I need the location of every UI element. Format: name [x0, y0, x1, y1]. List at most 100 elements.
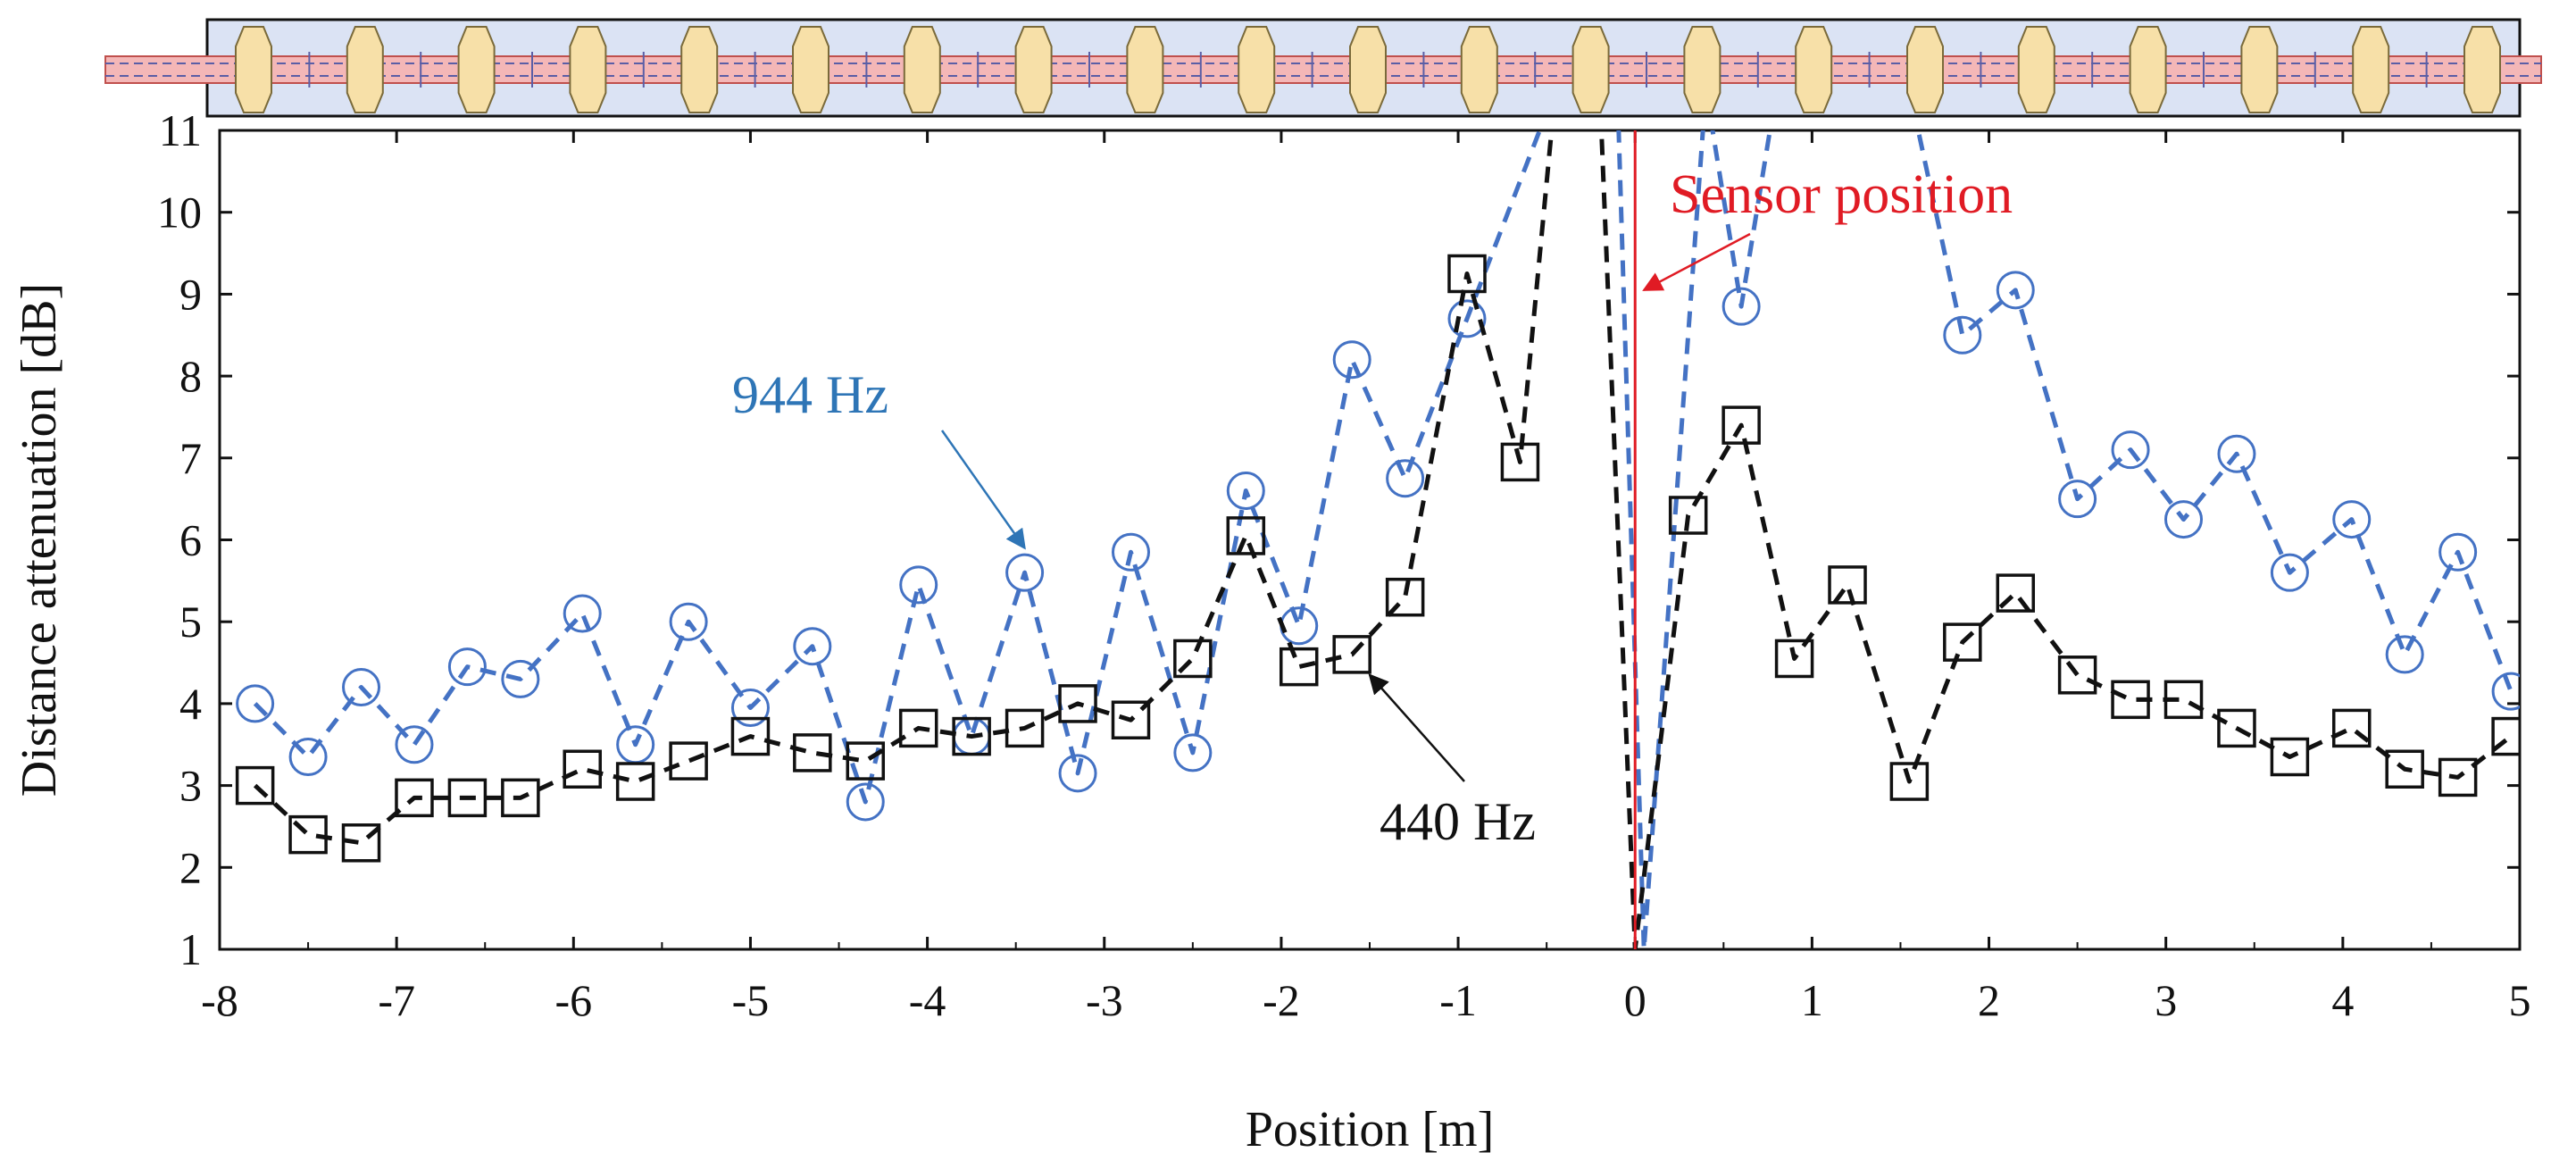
data-point — [2332, 708, 2372, 748]
data-point — [2057, 655, 2097, 695]
x-tick-label: 1 — [1801, 975, 1823, 1025]
annotation-440-hz: 440 Hz — [1368, 673, 1536, 851]
data-point — [1058, 684, 1097, 723]
y-axis-title: Distance attenuation [dB] — [12, 283, 67, 797]
series-944-hz — [236, 130, 2520, 949]
data-point — [236, 684, 275, 723]
data-point — [341, 823, 381, 863]
data-point — [1889, 762, 1930, 801]
data-point — [2111, 680, 2150, 720]
data-point — [1447, 299, 1487, 338]
data-point — [1943, 622, 1982, 662]
data-point — [1996, 271, 2035, 310]
x-tick-label: 4 — [2331, 975, 2354, 1025]
y-axis-ticks — [220, 129, 2520, 951]
data-point — [899, 565, 938, 605]
data-point — [1173, 733, 1213, 772]
data-point — [2385, 749, 2424, 789]
data-point — [1722, 405, 1761, 445]
insulator-icon — [2463, 26, 2501, 113]
data-point — [1058, 754, 1097, 793]
x-tick-label: -8 — [201, 975, 238, 1025]
insulator-icon — [1349, 26, 1387, 113]
insulator-icon — [2352, 26, 2390, 113]
data-point — [288, 814, 328, 855]
insulator-icon — [792, 26, 829, 113]
annotation-944-hz-label: 944 Hz — [732, 365, 888, 424]
data-point — [2491, 716, 2520, 756]
y-tick-label: 3 — [179, 761, 202, 811]
data-point — [793, 733, 832, 772]
data-point — [952, 716, 991, 756]
insulator-icon — [235, 26, 272, 113]
data-point — [1279, 647, 1319, 687]
data-point — [1500, 442, 1540, 482]
data-point — [1226, 471, 1265, 510]
annotation-440-hz-arrow — [1368, 673, 1465, 782]
y-axis-tick-labels: 1 2 3 4 5 6 7 8 9 10 11 — [157, 105, 202, 974]
insulator-icon — [457, 26, 496, 113]
y-tick-label: 5 — [179, 597, 202, 647]
insulator-icon — [680, 26, 719, 113]
data-point — [2438, 532, 2478, 572]
annotation-sensor-position: Sensor position — [1642, 164, 2013, 291]
insulator-icon — [1460, 26, 1498, 113]
plot-frame — [218, 129, 2522, 951]
data-point — [846, 741, 886, 781]
data-point — [288, 738, 328, 777]
x-tick-label: 3 — [2155, 975, 2177, 1025]
data-point — [395, 778, 434, 818]
y-tick-label: 6 — [179, 515, 202, 565]
data-point — [2058, 480, 2097, 519]
data-point — [2491, 672, 2520, 711]
data-point — [342, 668, 381, 707]
series-layer — [235, 130, 2520, 949]
data-point — [2270, 553, 2309, 592]
data-point — [2163, 680, 2204, 720]
data-point — [1943, 315, 1982, 355]
x-tick-label: -6 — [554, 975, 592, 1025]
annotation-sensor-position-label: Sensor position — [1670, 164, 2013, 225]
insulator-icon — [2017, 26, 2055, 113]
data-point — [669, 602, 708, 641]
x-tick-label: -3 — [1086, 975, 1123, 1025]
series-line — [253, 130, 2513, 949]
data-point — [1386, 459, 1425, 498]
data-point — [2385, 635, 2424, 674]
y-tick-label: 8 — [179, 351, 202, 401]
data-point — [730, 716, 771, 756]
data-point — [501, 659, 540, 698]
data-point — [1226, 516, 1266, 555]
x-tick-label: -4 — [909, 975, 946, 1025]
data-point — [1447, 254, 1487, 294]
data-point — [563, 594, 602, 633]
insulator-icon — [569, 26, 607, 113]
data-point — [1005, 708, 1045, 748]
insulator-icon — [1571, 26, 1610, 113]
data-point — [1280, 606, 1319, 646]
insulator-icon — [1238, 26, 1276, 113]
data-point — [2270, 737, 2310, 777]
data-point — [615, 762, 655, 801]
data-point — [1332, 635, 1371, 674]
data-point — [235, 765, 275, 806]
data-point — [395, 725, 434, 764]
data-point — [1828, 565, 1867, 605]
annotation-sensor-arrow — [1642, 232, 1751, 291]
data-point — [898, 708, 938, 748]
x-axis-ticks — [218, 130, 2522, 949]
data-point — [1668, 496, 1708, 535]
x-tick-label: 0 — [1624, 975, 1646, 1025]
data-point — [501, 778, 540, 818]
data-point — [1173, 639, 1213, 679]
data-point — [1385, 577, 1425, 617]
insulator-icon — [1795, 26, 1833, 113]
y-tick-label: 11 — [159, 105, 202, 155]
y-tick-label: 7 — [179, 433, 202, 483]
data-point — [2217, 708, 2256, 748]
x-axis-title: Position [m] — [1246, 1102, 1494, 1157]
data-point — [730, 688, 770, 727]
insulator-icon — [1126, 26, 1164, 113]
x-tick-label: -1 — [1439, 975, 1477, 1025]
